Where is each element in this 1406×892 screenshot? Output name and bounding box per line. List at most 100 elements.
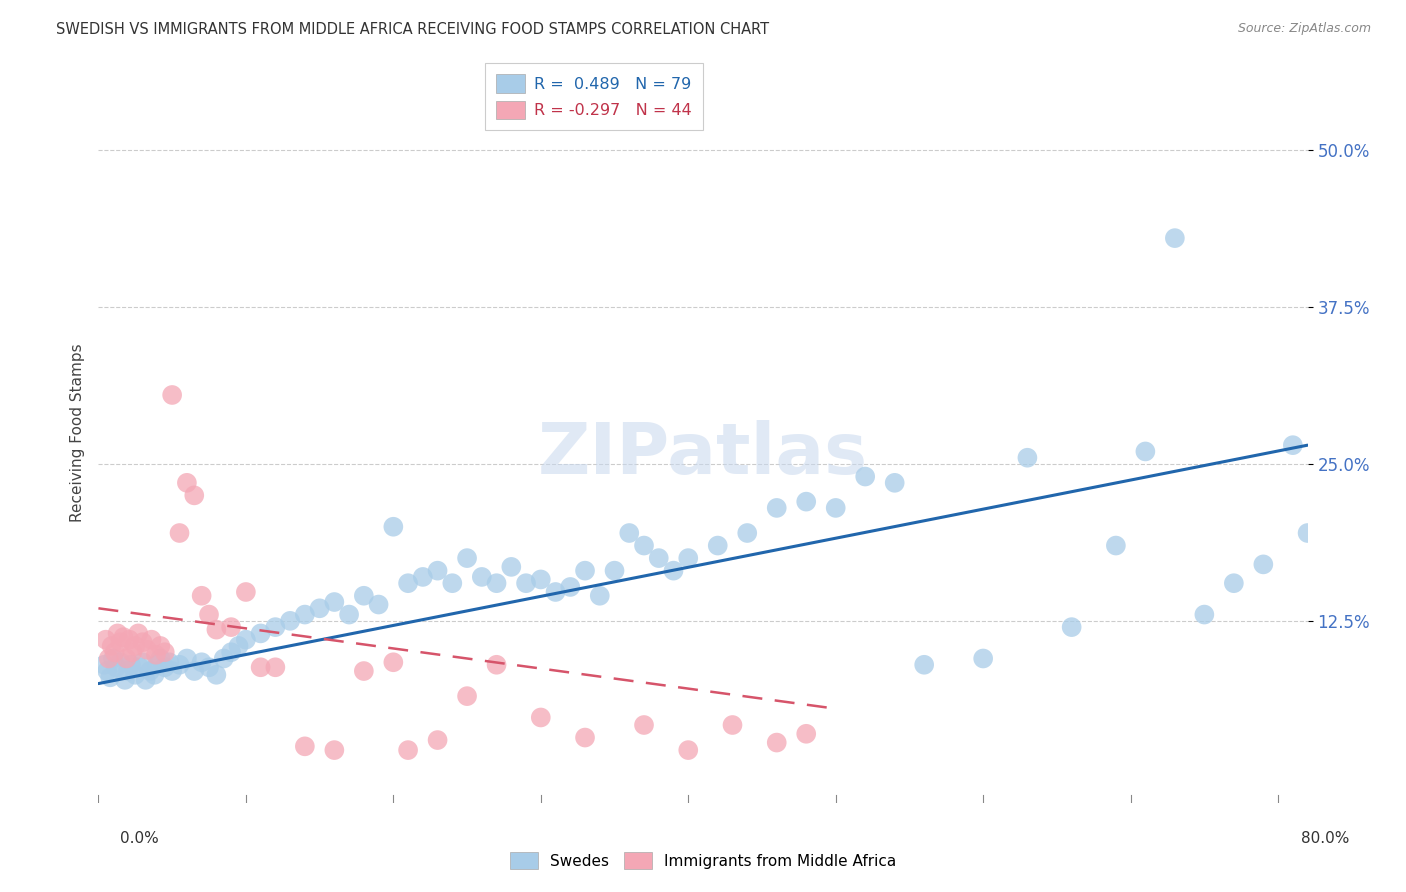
Point — [183, 488, 205, 502]
Point — [115, 651, 138, 665]
Point — [249, 626, 271, 640]
Point — [912, 657, 935, 672]
Text: SWEDISH VS IMMIGRANTS FROM MIDDLE AFRICA RECEIVING FOOD STAMPS CORRELATION CHART: SWEDISH VS IMMIGRANTS FROM MIDDLE AFRICA… — [56, 22, 769, 37]
Point — [101, 651, 124, 665]
Point — [721, 718, 744, 732]
Point — [235, 585, 257, 599]
Point — [105, 660, 128, 674]
Point — [735, 526, 758, 541]
Point — [205, 668, 228, 682]
Point — [120, 657, 142, 672]
Point — [323, 743, 346, 757]
Point — [1105, 539, 1128, 553]
Point — [198, 607, 221, 622]
Point — [426, 733, 449, 747]
Point — [824, 500, 846, 515]
Point — [141, 632, 163, 647]
Point — [485, 657, 508, 672]
Point — [294, 739, 316, 754]
Legend: R =  0.489   N = 79, R = -0.297   N = 44: R = 0.489 N = 79, R = -0.297 N = 44 — [485, 63, 703, 130]
Point — [662, 564, 685, 578]
Point — [589, 589, 612, 603]
Point — [110, 655, 132, 669]
Point — [853, 469, 876, 483]
Point — [1135, 444, 1157, 458]
Point — [114, 673, 136, 687]
Point — [456, 551, 478, 566]
Point — [124, 668, 146, 682]
Point — [149, 639, 172, 653]
Point — [367, 598, 389, 612]
Point — [264, 660, 287, 674]
Point — [382, 520, 405, 534]
Point — [633, 539, 655, 553]
Text: 0.0%: 0.0% — [120, 831, 159, 846]
Point — [153, 645, 176, 659]
Point — [110, 635, 132, 649]
Point — [765, 500, 787, 515]
Point — [353, 589, 375, 603]
Point — [441, 576, 464, 591]
Point — [176, 475, 198, 490]
Point — [1164, 231, 1187, 245]
Text: 80.0%: 80.0% — [1302, 831, 1350, 846]
Point — [1296, 526, 1319, 541]
Point — [96, 664, 118, 678]
Point — [190, 589, 212, 603]
Point — [139, 664, 162, 678]
Point — [1223, 576, 1246, 591]
Point — [633, 718, 655, 732]
Text: Source: ZipAtlas.com: Source: ZipAtlas.com — [1237, 22, 1371, 36]
Point — [337, 607, 360, 622]
Point — [128, 660, 150, 674]
Point — [323, 595, 346, 609]
Point — [98, 670, 121, 684]
Point — [426, 564, 449, 578]
Point — [678, 743, 700, 757]
Point — [544, 585, 567, 599]
Point — [574, 731, 596, 745]
Point — [121, 645, 143, 659]
Point — [131, 635, 153, 649]
Point — [118, 632, 141, 647]
Point — [396, 576, 419, 591]
Point — [219, 645, 242, 659]
Point — [560, 580, 582, 594]
Point — [146, 657, 169, 672]
Point — [353, 664, 375, 678]
Point — [1282, 438, 1305, 452]
Point — [264, 620, 287, 634]
Point — [382, 655, 405, 669]
Point — [228, 639, 250, 653]
Point — [249, 660, 271, 674]
Point — [706, 539, 728, 553]
Point — [515, 576, 537, 591]
Point — [183, 664, 205, 678]
Point — [157, 655, 180, 669]
Text: ZIPatlas: ZIPatlas — [538, 420, 868, 490]
Point — [794, 494, 817, 508]
Point — [1060, 620, 1083, 634]
Point — [135, 673, 157, 687]
Point — [205, 623, 228, 637]
Legend: Swedes, Immigrants from Middle Africa: Swedes, Immigrants from Middle Africa — [503, 846, 903, 875]
Point — [104, 645, 127, 659]
Point — [308, 601, 330, 615]
Point — [212, 651, 235, 665]
Point — [143, 668, 166, 682]
Point — [160, 664, 183, 678]
Point — [169, 526, 191, 541]
Point — [149, 651, 172, 665]
Point — [972, 651, 994, 665]
Point — [107, 626, 129, 640]
Point — [153, 660, 176, 674]
Point — [412, 570, 434, 584]
Point — [190, 655, 212, 669]
Point — [235, 632, 257, 647]
Point — [1253, 558, 1275, 572]
Point — [278, 614, 301, 628]
Point — [1194, 607, 1216, 622]
Point — [648, 551, 671, 566]
Point — [530, 573, 553, 587]
Point — [117, 664, 139, 678]
